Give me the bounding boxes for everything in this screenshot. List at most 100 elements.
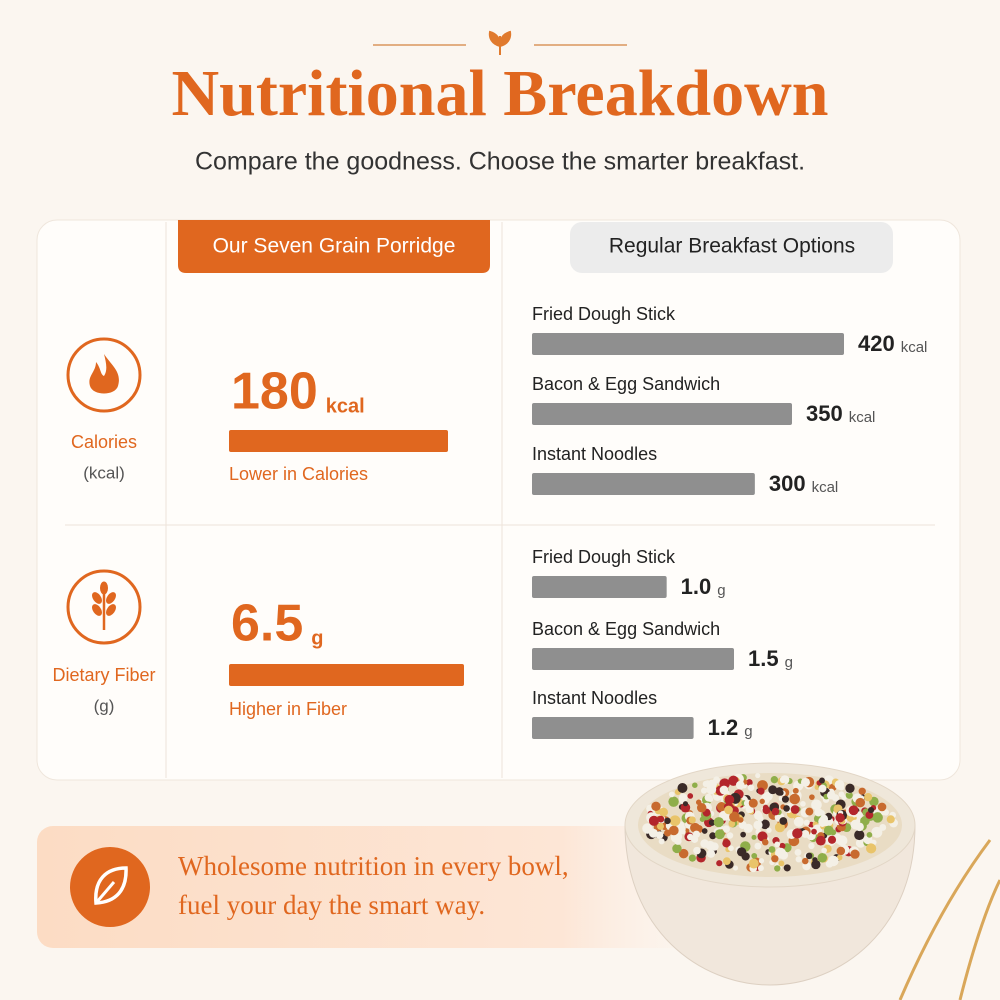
grain bbox=[768, 846, 776, 853]
grain bbox=[821, 847, 827, 854]
grain bbox=[748, 858, 759, 869]
grain bbox=[792, 787, 799, 794]
grain bbox=[724, 805, 733, 815]
grain bbox=[719, 785, 729, 795]
grain bbox=[692, 830, 701, 838]
grain bbox=[740, 831, 746, 838]
grain bbox=[827, 835, 837, 844]
ours-unit: kcal bbox=[326, 395, 365, 417]
grain bbox=[858, 787, 866, 795]
grain bbox=[836, 846, 846, 856]
grain bbox=[808, 821, 815, 828]
grain bbox=[815, 835, 826, 846]
grain bbox=[664, 817, 671, 825]
grain bbox=[811, 799, 822, 811]
grain bbox=[803, 819, 810, 826]
grain bbox=[779, 842, 786, 850]
grain bbox=[716, 860, 723, 867]
grain bbox=[771, 807, 780, 816]
grain bbox=[668, 796, 679, 807]
metric-name: Dietary Fiber bbox=[52, 665, 155, 685]
grain bbox=[866, 843, 877, 854]
grain bbox=[866, 832, 873, 838]
ours-highlight-bar bbox=[229, 664, 464, 686]
grain bbox=[648, 828, 658, 838]
item-name: Instant Noodles bbox=[532, 444, 657, 464]
ours-highlight-bar bbox=[229, 430, 448, 452]
grain bbox=[692, 782, 698, 788]
grain bbox=[855, 838, 866, 848]
grain bbox=[778, 860, 785, 867]
grain bbox=[808, 842, 815, 850]
grain bbox=[823, 825, 834, 836]
ours-value: 6.5 bbox=[231, 595, 303, 653]
grain bbox=[879, 824, 887, 831]
grain bbox=[778, 790, 784, 796]
grain bbox=[726, 832, 734, 839]
grain bbox=[871, 826, 883, 838]
grain bbox=[826, 791, 836, 800]
grain bbox=[886, 815, 895, 824]
grain bbox=[753, 820, 763, 830]
grain bbox=[748, 798, 758, 808]
calories-icon bbox=[66, 337, 142, 413]
grain bbox=[714, 829, 725, 840]
metric-unit: (g) bbox=[94, 696, 115, 715]
grain bbox=[674, 837, 682, 845]
grain bbox=[759, 798, 765, 805]
grain bbox=[774, 841, 781, 848]
grain bbox=[770, 776, 779, 784]
ours-value: 180 bbox=[231, 363, 318, 421]
grain bbox=[733, 865, 739, 871]
grain bbox=[668, 825, 679, 836]
porridge-bowl bbox=[624, 762, 1000, 1000]
item-bar bbox=[532, 333, 844, 355]
grain bbox=[751, 852, 758, 859]
grain bbox=[722, 857, 731, 866]
grain bbox=[794, 848, 802, 856]
grain bbox=[704, 793, 713, 802]
item-unit: kcal bbox=[812, 479, 839, 496]
grain bbox=[680, 829, 686, 835]
grain bbox=[757, 787, 765, 795]
grain bbox=[724, 794, 735, 805]
item-value: 1.5 bbox=[748, 646, 779, 671]
grain bbox=[768, 785, 778, 795]
grain bbox=[728, 775, 739, 786]
grain bbox=[735, 780, 745, 790]
grain bbox=[792, 828, 803, 839]
grain bbox=[809, 794, 815, 800]
grain bbox=[766, 827, 772, 833]
grain bbox=[800, 801, 806, 807]
grain bbox=[713, 776, 721, 784]
grain bbox=[729, 811, 740, 822]
grain bbox=[701, 828, 708, 834]
grain bbox=[762, 806, 771, 815]
comparison-card bbox=[36, 219, 961, 781]
grain bbox=[774, 865, 781, 872]
grain bbox=[854, 829, 865, 841]
item-unit: g bbox=[785, 654, 793, 671]
grain bbox=[648, 815, 660, 826]
grain bbox=[651, 801, 661, 812]
fiber-icon bbox=[66, 569, 142, 645]
grain bbox=[805, 852, 813, 860]
item-name: Bacon & Egg Sandwich bbox=[532, 374, 720, 394]
grain bbox=[819, 777, 825, 784]
grain bbox=[747, 784, 755, 792]
grain bbox=[820, 814, 829, 823]
item-unit: g bbox=[717, 582, 725, 599]
ours-note: Higher in Fiber bbox=[229, 699, 347, 719]
grain bbox=[687, 793, 694, 799]
grain bbox=[771, 855, 779, 863]
item-bar bbox=[532, 473, 755, 495]
grain bbox=[880, 810, 886, 816]
grain bbox=[716, 801, 727, 812]
item-name: Instant Noodles bbox=[532, 688, 657, 708]
grain bbox=[872, 812, 883, 823]
grain bbox=[677, 782, 688, 793]
grain bbox=[789, 793, 800, 805]
grain bbox=[688, 816, 696, 824]
grain bbox=[845, 791, 853, 799]
